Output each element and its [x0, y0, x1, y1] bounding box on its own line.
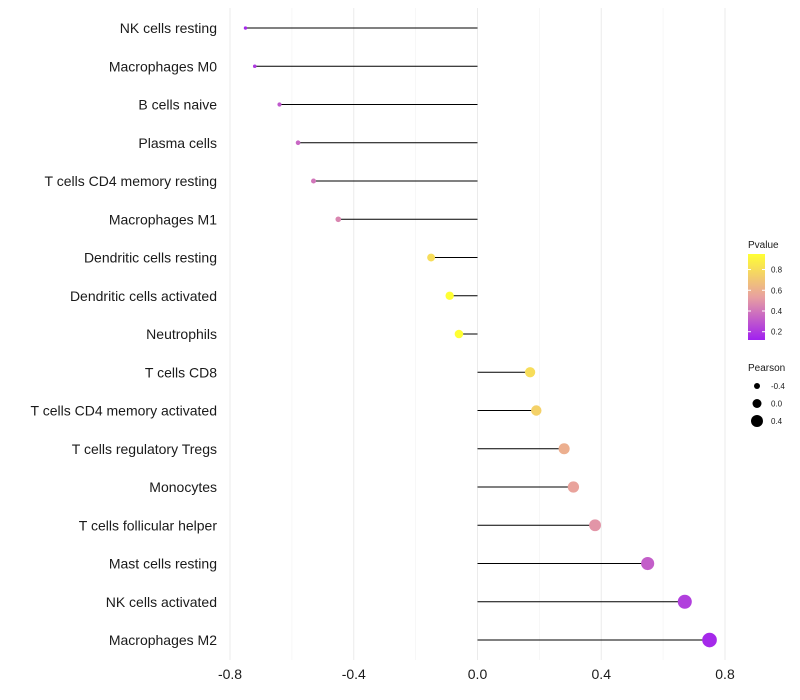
- category-label: B cells naive: [138, 97, 217, 113]
- lollipop-point: [641, 556, 655, 571]
- pearson-legend-title: Pearson: [748, 363, 785, 374]
- category-label: Macrophages M0: [109, 58, 217, 74]
- pearson-legend-dot: [752, 399, 762, 408]
- category-labels: NK cells resting Macrophages M0 B cells na…: [31, 20, 218, 648]
- pvalue-colorbar: [748, 254, 765, 340]
- x-tick-label: 0.4: [592, 666, 612, 682]
- pvalue-tick-label: 0.8: [771, 266, 783, 275]
- lollipop-point: [295, 140, 301, 146]
- category-label: NK cells activated: [106, 594, 217, 610]
- category-label: T cells CD8: [145, 364, 217, 380]
- pvalue-tick-label: 0.2: [771, 328, 783, 337]
- category-label: Macrophages M2: [109, 632, 217, 648]
- pvalue-tick-label: 0.4: [771, 307, 783, 316]
- category-label: Plasma cells: [138, 135, 217, 151]
- category-label: Dendritic cells resting: [84, 250, 217, 266]
- lollipop-point: [243, 26, 248, 30]
- pearson-legend-label: 0.4: [771, 417, 783, 426]
- pearson-legend: Pearson -0.4 0.0 0.4: [748, 363, 785, 427]
- lollipop-point: [702, 632, 717, 648]
- lollipop-point: [558, 443, 570, 455]
- lollipop-point: [427, 253, 436, 262]
- category-label: T cells follicular helper: [79, 517, 218, 533]
- x-tick-label: -0.8: [218, 666, 242, 682]
- pvalue-legend: Pvalue 0.8 0.6 0.4 0.2: [748, 240, 783, 340]
- category-label: Neutrophils: [146, 326, 217, 342]
- x-tick-label: -0.4: [342, 666, 366, 682]
- lollipop-point: [524, 367, 536, 378]
- category-label: Monocytes: [149, 479, 217, 495]
- lollipop-point: [277, 102, 282, 107]
- pvalue-tick-label: 0.6: [771, 286, 783, 295]
- lollipop-point: [311, 178, 317, 184]
- category-label: Macrophages M1: [109, 211, 217, 227]
- x-tick-label: 0.8: [715, 666, 735, 682]
- stem-layer: [245, 27, 710, 641]
- category-label: NK cells resting: [120, 20, 217, 36]
- lollipop-point: [677, 594, 692, 609]
- lollipop-point: [445, 291, 454, 300]
- lollipop-point: [454, 329, 464, 339]
- lollipop-point: [589, 519, 601, 532]
- x-axis-ticks: -0.8 -0.4 0.0 0.4 0.8: [218, 666, 735, 682]
- lollipop-point: [335, 216, 342, 223]
- category-label: Mast cells resting: [109, 556, 217, 572]
- point-layer: [243, 26, 717, 648]
- pearson-legend-label: -0.4: [771, 382, 785, 391]
- pearson-legend-label: 0.0: [771, 400, 783, 409]
- pearson-legend-dot: [751, 415, 763, 427]
- category-label: T cells regulatory Tregs: [72, 441, 217, 457]
- category-label: T cells CD4 memory resting: [45, 173, 217, 189]
- x-tick-label: 0.0: [468, 666, 488, 682]
- lollipop-point: [252, 64, 257, 69]
- category-label: Dendritic cells activated: [70, 288, 217, 304]
- lollipop-point: [567, 481, 580, 493]
- pearson-legend-items: -0.4 0.0 0.4: [751, 382, 785, 427]
- lollipop-point: [531, 405, 542, 416]
- pvalue-legend-ticks: 0.8 0.6 0.4 0.2: [748, 266, 783, 337]
- pvalue-legend-title: Pvalue: [748, 240, 779, 251]
- category-label: T cells CD4 memory activated: [31, 403, 217, 419]
- pearson-legend-dot: [754, 383, 760, 389]
